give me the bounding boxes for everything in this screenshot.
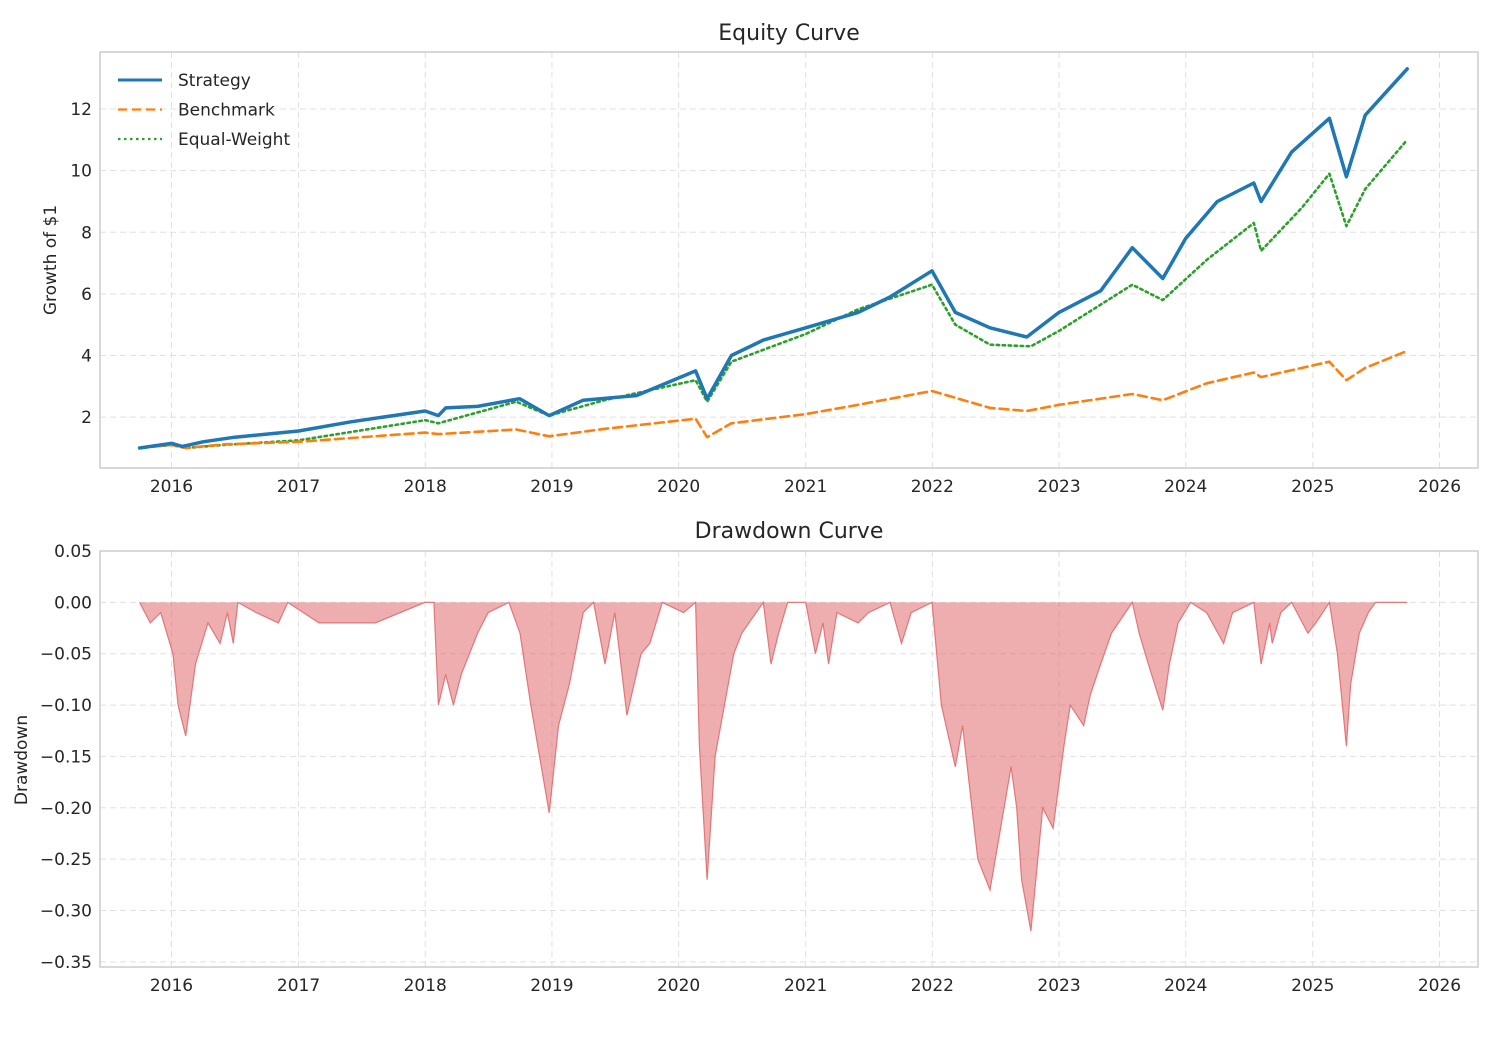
- drawdown-x-tick-label: 2022: [911, 976, 954, 996]
- equity-x-tick-label: 2024: [1164, 477, 1207, 497]
- drawdown-curve-panel: 2016 2017 2018 2019 2020 2021 2022 2023 2024 2025…: [12, 519, 1479, 996]
- series-line-equal-weight: [138, 138, 1409, 450]
- equity-x-tick-label: 2016: [150, 477, 193, 497]
- drawdown-x-tick-label: 2020: [657, 976, 700, 996]
- equity-x-tick-labels: 2016 2017 2018 2019 2020 2021 2022 2023 2024 2025…: [150, 477, 1461, 497]
- drawdown-y-tick-label: −0.30: [40, 902, 92, 922]
- drawdown-axes-frame: [99, 550, 1479, 968]
- equity-x-tick-label: 2019: [530, 477, 573, 497]
- equity-curve-panel: 2016 2017 2018 2019 2020 2021 2022 2023 2024 2025…: [41, 21, 1479, 497]
- equity-y-tick-label: 8: [81, 223, 92, 243]
- drawdown-y-tick-label: −0.25: [40, 850, 92, 870]
- legend-label: Strategy: [178, 71, 251, 91]
- legend-label: Benchmark: [178, 101, 275, 121]
- equity-x-tick-label: 2022: [911, 477, 954, 497]
- equity-y-tick-label: 10: [70, 162, 92, 182]
- equity-x-tick-label: 2021: [784, 477, 827, 497]
- equity-axes-frame: [99, 51, 1479, 469]
- drawdown-y-tick-label: −0.20: [40, 799, 92, 819]
- equity-y-axis-label: Growth of $1: [41, 205, 61, 315]
- drawdown-y-tick-label: 0.05: [54, 542, 92, 562]
- drawdown-chart-title: Drawdown Curve: [695, 519, 884, 544]
- equity-y-tick-label: 2: [81, 408, 92, 428]
- drawdown-x-tick-label: 2018: [404, 976, 447, 996]
- drawdown-area: [139, 602, 1408, 931]
- drawdown-y-tick-label: −0.35: [40, 953, 92, 973]
- drawdown-y-tick-label: −0.05: [40, 645, 92, 665]
- equity-plot-area: [100, 52, 1478, 468]
- drawdown-y-axis-label: Drawdown: [12, 715, 32, 805]
- drawdown-x-tick-label: 2025: [1291, 976, 1334, 996]
- equity-x-tick-label: 2020: [657, 477, 700, 497]
- drawdown-y-tick-label: −0.15: [40, 747, 92, 767]
- equity-y-tick-label: 6: [81, 285, 92, 305]
- drawdown-y-tick-label: 0.00: [54, 593, 92, 613]
- drawdown-x-tick-label: 2021: [784, 976, 827, 996]
- drawdown-y-tick-label: −0.10: [40, 696, 92, 716]
- equity-y-tick-label: 4: [81, 347, 92, 367]
- equity-y-tick-labels: 2 4 6 8 10 12: [70, 100, 92, 428]
- series-line-strategy: [137, 67, 1409, 450]
- legend-label: Equal-Weight: [178, 130, 290, 150]
- drawdown-x-tick-label: 2023: [1037, 976, 1080, 996]
- equity-series-group: [137, 67, 1409, 450]
- drawdown-x-tick-labels: 2016 2017 2018 2019 2020 2021 2022 2023 2024 2025…: [150, 976, 1461, 996]
- equity-x-tick-label: 2018: [404, 477, 447, 497]
- equity-x-tick-label: 2026: [1418, 477, 1461, 497]
- drawdown-x-tick-label: 2016: [150, 976, 193, 996]
- drawdown-line: [139, 600, 1408, 932]
- series-line-benchmark: [138, 349, 1409, 450]
- drawdown-y-tick-labels: 0.05 0.00 −0.05 −0.10 −0.15 −0.20 −0.25 −0.30 −0…: [40, 542, 92, 973]
- drawdown-x-tick-label: 2024: [1164, 976, 1207, 996]
- drawdown-x-tick-label: 2026: [1418, 976, 1461, 996]
- equity-x-tick-label: 2025: [1291, 477, 1334, 497]
- equity-x-tick-label: 2017: [277, 477, 320, 497]
- drawdown-x-tick-label: 2019: [530, 976, 573, 996]
- drawdown-series-group: [139, 600, 1408, 932]
- equity-chart-title: Equity Curve: [718, 21, 859, 46]
- equity-legend: Strategy Benchmark Equal-Weight: [118, 71, 290, 150]
- drawdown-x-tick-label: 2017: [277, 976, 320, 996]
- equity-y-tick-label: 12: [70, 100, 92, 120]
- equity-x-tick-label: 2023: [1037, 477, 1080, 497]
